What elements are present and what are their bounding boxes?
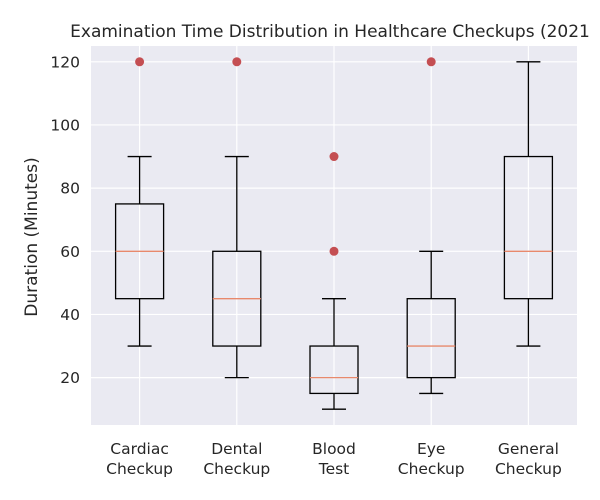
iqr-box (503, 155, 554, 300)
x-tick-label: Checkup (495, 460, 562, 478)
iqr-box (309, 345, 359, 395)
chart-title: Examination Time Distribution in Healthc… (70, 22, 590, 42)
y-tick-label: 20 (60, 369, 80, 387)
box-plots (114, 57, 554, 410)
x-tick-label: General (498, 440, 559, 458)
iqr-box (406, 298, 456, 379)
x-tick-label: Test (318, 460, 350, 478)
outlier-point (329, 246, 339, 256)
box-plot-general-checkup (503, 61, 554, 347)
outlier-point (135, 57, 145, 67)
box-plot-eye-checkup (406, 57, 456, 395)
y-tick-label: 60 (60, 243, 80, 261)
box-plot-cardiac-checkup (114, 57, 165, 347)
box-plot-dental-checkup (212, 57, 262, 379)
x-tick-label: Checkup (203, 460, 270, 478)
x-tick-label: Dental (211, 440, 262, 458)
outlier-point (426, 57, 436, 67)
y-tick-label: 120 (50, 53, 80, 71)
x-tick-label: Checkup (106, 460, 173, 478)
x-tick-label: Checkup (398, 460, 465, 478)
x-axis-ticks: Cardiac Checkup Dental Checkup Blood Test Eye C… (106, 440, 562, 478)
x-tick-label: Eye (417, 440, 446, 458)
x-tick-label: Blood (312, 440, 356, 458)
y-axis-label: Duration (Minutes) (22, 157, 42, 316)
box-plot-blood-test (309, 152, 359, 410)
x-tick-label: Cardiac (110, 440, 169, 458)
y-tick-label: 80 (60, 180, 80, 198)
outlier-point (232, 57, 242, 67)
y-tick-label: 100 (50, 116, 80, 134)
y-tick-label: 40 (60, 306, 80, 324)
y-axis-ticks: 20 40 60 80 100 120 (50, 53, 80, 387)
outlier-point (329, 152, 339, 162)
